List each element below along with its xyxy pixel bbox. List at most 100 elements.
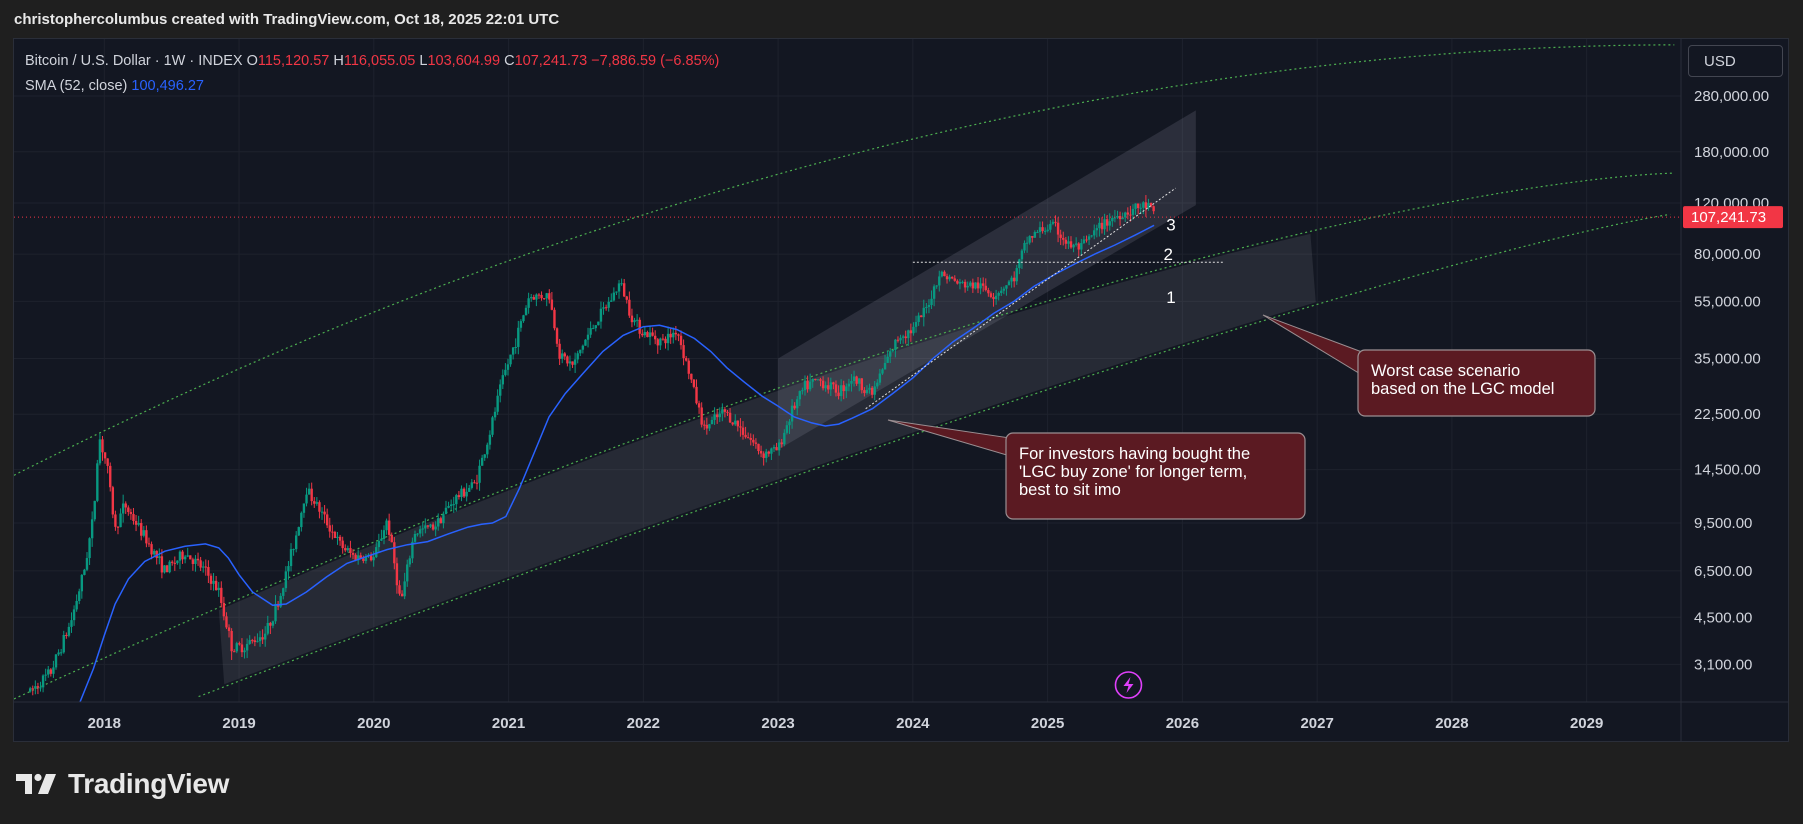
candle-body (1105, 219, 1109, 226)
candle-body (950, 276, 954, 279)
plot-area: 3 2 1 (14, 39, 1681, 702)
candle-body (638, 319, 641, 334)
candle-body (971, 282, 975, 289)
candle-body (1152, 206, 1155, 212)
candle-body (145, 530, 148, 544)
candle-body (1023, 242, 1026, 251)
candle-body (341, 540, 344, 549)
candle-body (1025, 242, 1029, 244)
level-label-1: 1 (1166, 288, 1175, 307)
time-tick-label: 2025 (1031, 715, 1064, 732)
sma-line (79, 224, 1155, 702)
candle-body (576, 353, 579, 360)
candle-body (325, 514, 329, 526)
candle-body (785, 425, 789, 433)
candle-body (739, 426, 742, 428)
currency-button[interactable]: USD (1688, 45, 1783, 77)
worst-case-callout-box (1357, 349, 1596, 417)
candle-body (808, 381, 812, 390)
candle-body (98, 439, 102, 464)
candle-body (656, 339, 659, 346)
candle-body (1139, 207, 1142, 209)
candle-body (842, 385, 845, 392)
candle-body (1064, 239, 1068, 244)
candle-body (1067, 241, 1070, 244)
candle-body (269, 622, 272, 626)
candle-body (462, 488, 466, 497)
candle-body (158, 556, 161, 558)
candle-body (622, 283, 626, 297)
candle-body (839, 385, 843, 397)
candle-body (418, 529, 422, 534)
candle-body (715, 414, 719, 418)
candle-body (1131, 208, 1135, 215)
low-value: 103,604.99 (427, 53, 501, 69)
candle-body (1113, 217, 1117, 219)
sma-label[interactable]: SMA (52, close) (25, 78, 128, 94)
candle-body (385, 520, 388, 531)
candle-body (460, 488, 463, 498)
candle-body (449, 504, 453, 507)
price-tick-label: 80,000.00 (1694, 246, 1761, 263)
candle-body (1018, 259, 1021, 269)
candle-body (687, 360, 690, 374)
candle-body (39, 687, 42, 689)
candle-body (85, 558, 89, 570)
candle-body (248, 640, 251, 644)
price-tick-label: 35,000.00 (1694, 350, 1761, 367)
candle-body (132, 514, 135, 521)
candle-body (594, 325, 597, 329)
candle-body (1041, 227, 1044, 232)
candle-body (537, 294, 541, 296)
candle-body (245, 643, 249, 651)
candle-body (147, 543, 151, 545)
high-value: 116,055.05 (343, 53, 416, 69)
candle-body (765, 451, 768, 458)
candle-body (67, 626, 71, 636)
candle-body (499, 384, 502, 396)
candle-body (666, 333, 670, 344)
candle-body (793, 405, 796, 409)
candle-body (90, 519, 94, 539)
candle-body (509, 354, 512, 365)
candle-body (488, 434, 492, 445)
candle-body (1129, 214, 1132, 216)
candle-body (504, 369, 507, 376)
candle-body (648, 332, 652, 338)
candle-body (930, 298, 933, 306)
candle-body (741, 427, 745, 435)
candle-body (297, 527, 300, 536)
candle-body (393, 542, 396, 564)
candle-body (331, 531, 334, 533)
candle-body (447, 506, 450, 508)
candle-body (137, 523, 140, 525)
candle-body (759, 451, 763, 454)
candle-body (984, 285, 987, 291)
candle-body (891, 349, 894, 352)
candle-body (832, 382, 835, 385)
candle-body (1036, 232, 1039, 234)
support-trendline (865, 187, 1176, 410)
price-tick-label: 3,100.00 (1694, 656, 1752, 673)
price-tick-label: 280,000.00 (1694, 88, 1769, 105)
candle-body (615, 291, 618, 293)
buy-zone-callout-text-line: For investors having bought the (1019, 445, 1250, 463)
candle-body (927, 305, 931, 307)
candle-body (468, 487, 471, 492)
candle-body (635, 319, 639, 321)
candle-body (305, 494, 308, 504)
symbol-label[interactable]: Bitcoin / U.S. Dollar · 1W · INDEX (25, 53, 243, 69)
candle-body (313, 501, 316, 504)
candle-body (819, 379, 822, 381)
candle-body (958, 281, 962, 284)
sma-row: SMA (52, close) 100,496.27 (25, 74, 719, 99)
candle-body (1108, 221, 1111, 226)
worst-case-callout-pointer (1262, 314, 1363, 376)
candle-body (641, 333, 644, 336)
candle-body (788, 421, 791, 426)
candle-body (938, 276, 941, 286)
candle-body (54, 654, 58, 668)
candle-body (483, 454, 486, 458)
candle-body (948, 276, 951, 280)
